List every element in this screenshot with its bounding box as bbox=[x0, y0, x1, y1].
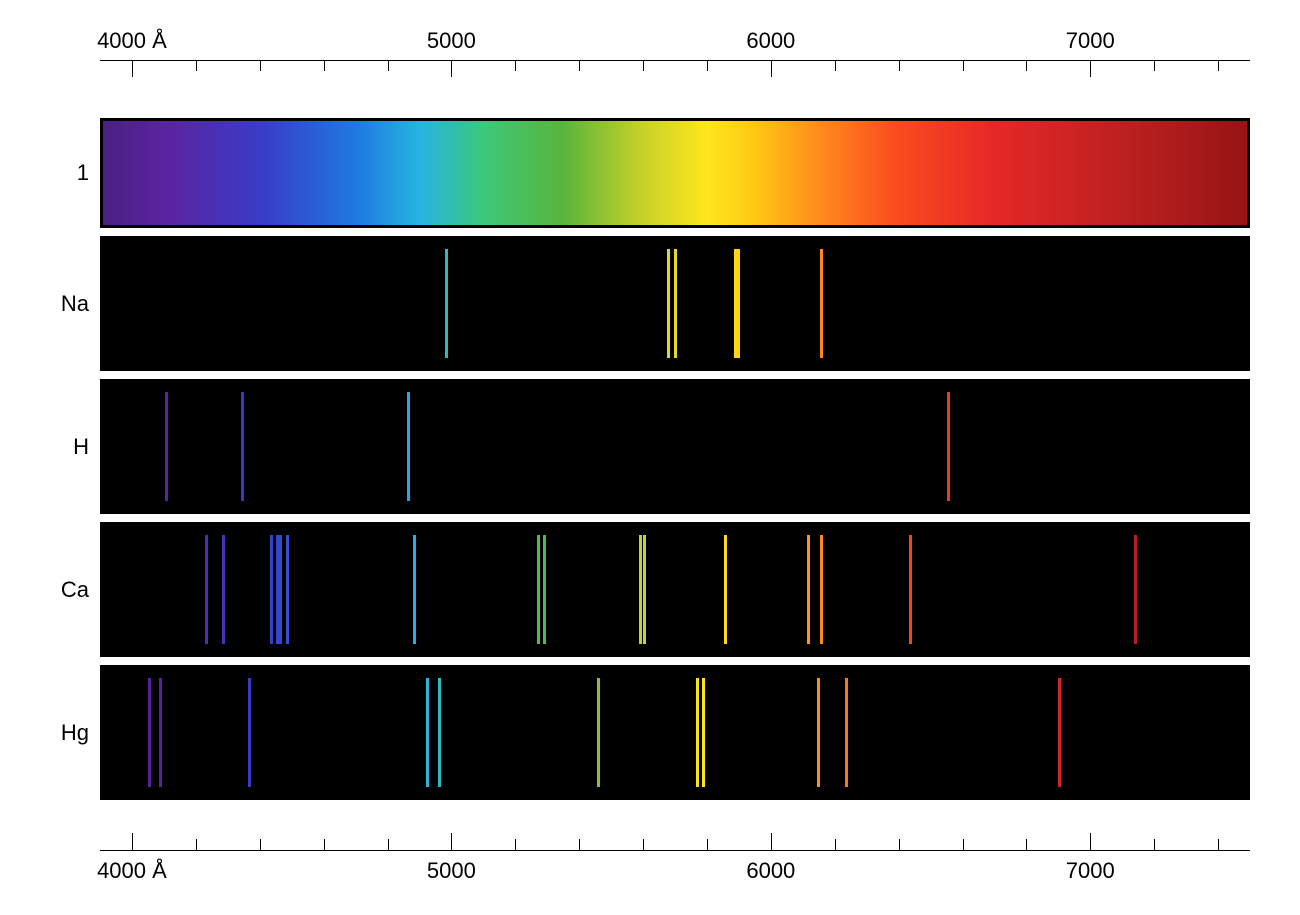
emission-line bbox=[845, 678, 848, 786]
axis-major-tick bbox=[451, 833, 452, 850]
emission-line bbox=[222, 535, 225, 643]
axis-minor-tick bbox=[835, 839, 836, 850]
axis-tick-label: 4000 Å bbox=[97, 858, 167, 884]
emission-line bbox=[426, 678, 429, 786]
axis-tick-label: 5000 bbox=[427, 858, 476, 884]
spectrum-row-label: Ca bbox=[61, 577, 103, 603]
axis-tick-label: 7000 bbox=[1066, 858, 1115, 884]
emission-line bbox=[696, 678, 699, 786]
axis-tick-label: 6000 bbox=[746, 28, 795, 54]
axis-minor-tick bbox=[515, 839, 516, 850]
spectrum-row-label: 1 bbox=[77, 160, 103, 186]
axis-minor-tick bbox=[899, 60, 900, 71]
emission-line bbox=[639, 535, 642, 643]
emission-line bbox=[438, 678, 441, 786]
axis-minor-tick bbox=[388, 60, 389, 71]
spectrum-row-label: Na bbox=[61, 291, 103, 317]
axis-minor-tick bbox=[1154, 839, 1155, 850]
emission-line bbox=[205, 535, 208, 643]
axis-minor-tick bbox=[899, 839, 900, 850]
axis-minor-tick bbox=[324, 839, 325, 850]
emission-line bbox=[1058, 678, 1061, 786]
spectrum-row-1: 1 bbox=[100, 118, 1250, 228]
axis-minor-tick bbox=[515, 60, 516, 71]
axis-minor-tick bbox=[707, 60, 708, 71]
axis-minor-tick bbox=[579, 60, 580, 71]
axis-minor-tick bbox=[835, 60, 836, 71]
chart-area: 4000 Å 5000 6000 7000 1NaHCaHg 4000 Å 5000 6000… bbox=[100, 0, 1250, 915]
spectrum-row-na: Na bbox=[100, 236, 1250, 371]
axis-minor-tick bbox=[963, 60, 964, 71]
emission-line bbox=[702, 678, 705, 786]
spectra-figure: 4000 Å5000600070001NaHCaHg4000 Å50006000… bbox=[0, 0, 1300, 915]
spectrum-row-hg: Hg bbox=[100, 665, 1250, 800]
axis-major-tick bbox=[451, 60, 452, 77]
emission-line bbox=[1134, 535, 1137, 643]
axis-minor-tick bbox=[579, 839, 580, 850]
axis-minor-tick bbox=[260, 839, 261, 850]
axis-tick-label: 6000 bbox=[746, 858, 795, 884]
axis-tick-label: 5000 bbox=[427, 28, 476, 54]
axis-major-tick bbox=[1090, 60, 1091, 77]
axis-minor-tick bbox=[1026, 60, 1027, 71]
emission-line bbox=[597, 678, 600, 786]
axis-minor-tick bbox=[707, 839, 708, 850]
emission-line bbox=[286, 535, 289, 643]
spectrum-row-label: Hg bbox=[61, 720, 103, 746]
emission-line bbox=[667, 249, 670, 357]
emission-line bbox=[537, 535, 540, 643]
emission-line bbox=[724, 535, 727, 643]
emission-line bbox=[165, 392, 168, 500]
axis-minor-tick bbox=[1218, 60, 1219, 71]
emission-line bbox=[643, 535, 646, 643]
axis-major-tick bbox=[132, 833, 133, 850]
emission-line bbox=[909, 535, 912, 643]
axis-minor-tick bbox=[388, 839, 389, 850]
emission-line bbox=[817, 678, 820, 786]
emission-line bbox=[407, 392, 410, 500]
spectrum-row-ca: Ca bbox=[100, 522, 1250, 657]
emission-line bbox=[737, 249, 740, 357]
emission-line bbox=[279, 535, 282, 643]
emission-line bbox=[820, 249, 823, 357]
axis-minor-tick bbox=[324, 60, 325, 71]
axis-baseline bbox=[100, 60, 1250, 61]
axis-minor-tick bbox=[1218, 839, 1219, 850]
emission-line bbox=[159, 678, 162, 786]
spectrum-row-h: H bbox=[100, 379, 1250, 514]
emission-line bbox=[445, 249, 448, 357]
axis-major-tick bbox=[771, 60, 772, 77]
emission-line bbox=[820, 535, 823, 643]
axis-minor-tick bbox=[1154, 60, 1155, 71]
emission-line bbox=[807, 535, 810, 643]
axis-minor-tick bbox=[963, 839, 964, 850]
axis-tick-label: 4000 Å bbox=[97, 28, 167, 54]
axis-minor-tick bbox=[1026, 839, 1027, 850]
axis-tick-label: 7000 bbox=[1066, 28, 1115, 54]
emission-line bbox=[413, 535, 416, 643]
axis-minor-tick bbox=[196, 839, 197, 850]
axis-major-tick bbox=[771, 833, 772, 850]
emission-line bbox=[248, 678, 251, 786]
continuous-spectrum-gradient bbox=[103, 121, 1247, 225]
axis-major-tick bbox=[1090, 833, 1091, 850]
emission-line bbox=[543, 535, 546, 643]
emission-line bbox=[947, 392, 950, 500]
emission-line bbox=[674, 249, 677, 357]
axis-minor-tick bbox=[643, 839, 644, 850]
spectrum-row-label: H bbox=[73, 434, 103, 460]
axis-baseline bbox=[100, 850, 1250, 851]
axis-minor-tick bbox=[196, 60, 197, 71]
axis-major-tick bbox=[132, 60, 133, 77]
emission-line bbox=[148, 678, 151, 786]
emission-line bbox=[270, 535, 273, 643]
emission-line bbox=[241, 392, 244, 500]
axis-minor-tick bbox=[260, 60, 261, 71]
axis-minor-tick bbox=[643, 60, 644, 71]
